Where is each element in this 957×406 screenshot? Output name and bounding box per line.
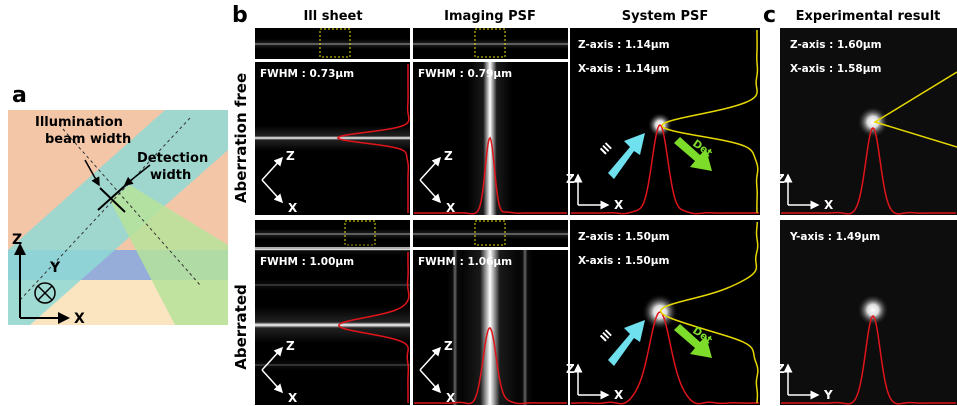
psf-spot [857,294,889,326]
psf-spot [857,106,889,138]
side-lobe [255,279,410,291]
thumbnail-band [255,229,410,239]
axis-label: X [824,198,834,212]
measure-label: X-axis : 1.50μm [578,255,669,267]
fwhm-label: FWHM : 1.06μm [418,256,512,268]
panel-label: b [232,3,248,28]
annotation: Detection [137,151,208,166]
axis-label: X [288,391,298,405]
axis-label: X [614,388,624,402]
axis-label: Z [776,172,785,186]
side-lobe [255,359,410,371]
side-lobe [517,250,533,405]
axis-label: X [74,311,85,327]
axis-label: X [288,201,298,215]
annotation: width [150,168,191,183]
thumbnail-band [413,39,568,49]
axis-label: X [446,201,456,215]
panel-a: a Illumination beam width Detection widt… [8,83,228,327]
side-lobe [255,244,410,256]
axis-label: Z [444,339,453,353]
axis-label: Z [444,149,453,163]
fwhm-label: FWHM : 0.73μm [260,68,354,80]
axis-label: Z [566,362,575,376]
axis-label: Y [823,388,833,402]
figure: a Illumination beam width Detection widt… [0,0,957,406]
fwhm-label: FWHM : 0.79μm [418,68,512,80]
axis-label: Z [776,362,785,376]
thumbnail-band [413,229,568,239]
measure-label: X-axis : 1.14μm [578,63,669,75]
axis-label: Y [49,260,61,276]
panel-label: c [763,3,776,28]
column-header: Experimental result [796,9,941,24]
row-label: Aberration free [232,73,250,203]
measure-label: Z-axis : 1.50μm [578,231,670,243]
measure-label: Z-axis : 1.14μm [578,39,670,51]
measure-label: Y-axis : 1.49μm [789,231,880,243]
axis-label: Z [12,232,22,248]
axis-label: X [614,198,624,212]
column-header: Imaging PSF [444,9,536,24]
axis-label: X [446,391,456,405]
axis-label: Z [566,172,575,186]
axis-label: Z [286,149,295,163]
thumbnail-band [255,39,410,49]
side-lobe [447,250,463,405]
panel-label: a [12,83,27,108]
annotation: beam width [45,132,131,147]
annotation: Illumination [35,115,123,130]
axis-label: Z [286,339,295,353]
column-header: System PSF [622,9,708,24]
image-panels: FWHM : 0.73μm Z X FWHM : 0.79μm Z X Z-axis : 1… [255,28,957,405]
measure-label: X-axis : 1.58μm [790,63,881,75]
fwhm-label: FWHM : 1.00μm [260,256,354,268]
measure-label: Z-axis : 1.60μm [790,39,882,51]
row-label: Aberrated [232,284,250,370]
column-header: Ill sheet [303,9,362,24]
